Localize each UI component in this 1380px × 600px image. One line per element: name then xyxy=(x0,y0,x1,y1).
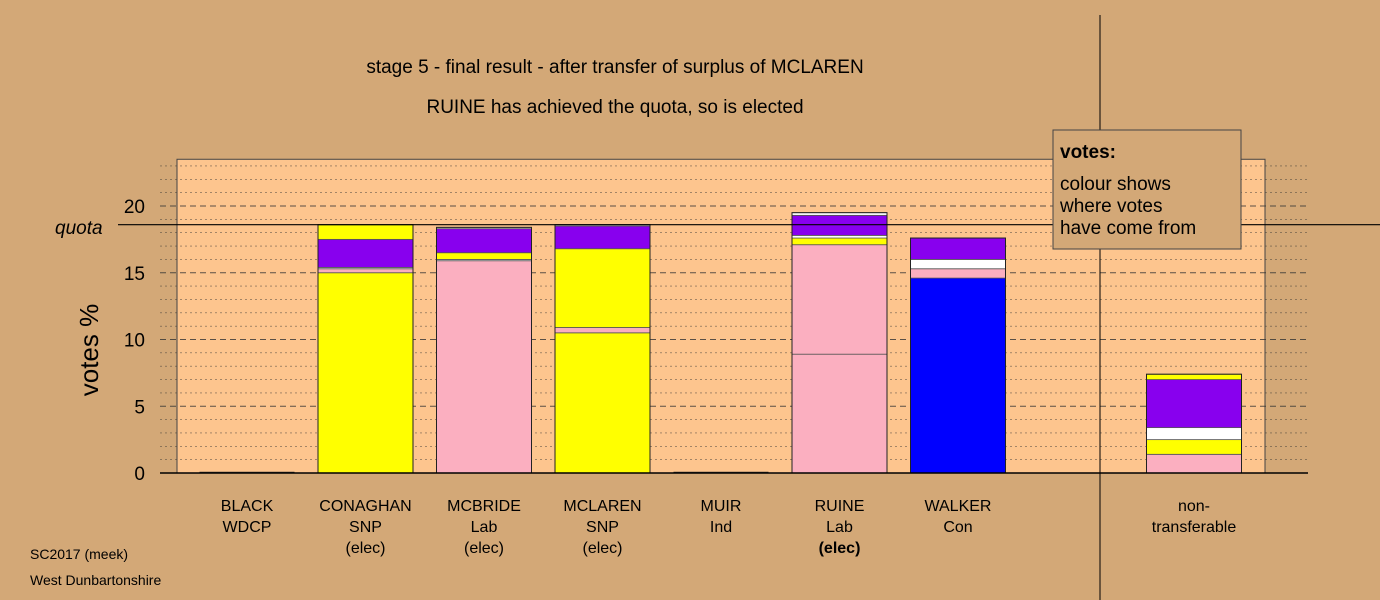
y-tick-label: 20 xyxy=(124,197,145,218)
y-tick-labels: 0 5 10 15 20 xyxy=(124,197,145,485)
candidate-labels: BLACK WDCP CONAGHAN SNP (elec) MCBRIDE Lab (ele… xyxy=(221,498,1237,557)
candidate-status: (elec) xyxy=(464,540,504,557)
candidate-party: WDCP xyxy=(223,519,272,536)
candidate-party: Lab xyxy=(471,519,498,536)
y-tick-label: 5 xyxy=(134,397,145,418)
bar-segment xyxy=(1146,373,1242,380)
bar-segment xyxy=(554,327,651,334)
candidate-name: BLACK xyxy=(221,498,274,515)
bars xyxy=(199,212,1242,474)
candidate-name: CONAGHAN xyxy=(319,498,411,515)
bar-segment xyxy=(317,272,414,474)
bar-segment xyxy=(791,234,888,239)
bar-non xyxy=(1146,373,1242,474)
bar-mcbride xyxy=(436,226,532,474)
bar-segment xyxy=(317,238,414,268)
candidate-status: (elec) xyxy=(582,540,622,557)
y-tick-label: 0 xyxy=(134,464,145,485)
candidate-party: Ind xyxy=(710,519,732,536)
legend-box xyxy=(1052,129,1242,250)
legend-line: colour shows xyxy=(1060,174,1171,195)
footer-source: SC2017 (meek) xyxy=(30,546,128,562)
bar-ruine xyxy=(791,212,888,474)
bar-segment xyxy=(791,237,888,246)
bar-segment xyxy=(317,268,414,274)
legend: votes: colour shows where votes have com… xyxy=(1052,129,1242,250)
candidate-status: (elec) xyxy=(819,540,861,557)
candidate-name: non- xyxy=(1178,498,1210,515)
bar-segment xyxy=(1146,453,1242,474)
candidate-party: Lab xyxy=(826,519,853,536)
bar-segment xyxy=(791,244,888,355)
y-tick-label: 10 xyxy=(124,331,145,352)
legend-line: where votes xyxy=(1059,196,1162,217)
chart-title: stage 5 - final result - after transfer … xyxy=(366,57,863,78)
bar-segment xyxy=(554,248,651,328)
bar-segment xyxy=(791,214,888,236)
candidate-name: WALKER xyxy=(925,498,992,515)
bar-segment xyxy=(554,225,651,250)
bar-segment xyxy=(1146,439,1242,455)
candidate-status: (elec) xyxy=(345,540,385,557)
bar-walker xyxy=(910,237,1006,474)
y-axis-label: votes % xyxy=(74,304,104,397)
candidate-party: transferable xyxy=(1152,519,1237,536)
chart-subtitle: RUINE has achieved the quota, so is elec… xyxy=(426,97,803,118)
candidate-party: SNP xyxy=(586,519,619,536)
quota-label: quota xyxy=(55,218,103,239)
bar-segment xyxy=(1146,379,1242,429)
candidate-name: MCBRIDE xyxy=(447,498,521,515)
y-tick-label: 15 xyxy=(124,264,145,285)
bar-segment xyxy=(436,260,532,474)
candidate-party: SNP xyxy=(349,519,382,536)
bar-segment xyxy=(317,224,414,240)
legend-line: have come from xyxy=(1060,218,1196,239)
candidate-name: MCLAREN xyxy=(563,498,641,515)
bar-segment xyxy=(910,258,1006,270)
candidate-name: MUIR xyxy=(701,498,742,515)
bar-segment xyxy=(791,353,888,474)
candidate-name: RUINE xyxy=(815,498,865,515)
footer-council: West Dunbartonshire xyxy=(30,572,161,588)
bar-segment xyxy=(910,237,1006,260)
bar-segment xyxy=(436,252,532,260)
bar-segment xyxy=(1146,427,1242,441)
bar-segment xyxy=(436,228,532,254)
bar-segment xyxy=(554,332,651,474)
bar-segment xyxy=(910,277,1006,474)
bar-mclaren xyxy=(554,224,651,474)
legend-title: votes: xyxy=(1060,142,1116,163)
bar-segment xyxy=(910,268,1006,279)
bar-conaghan xyxy=(317,224,414,474)
candidate-party: Con xyxy=(943,519,972,536)
